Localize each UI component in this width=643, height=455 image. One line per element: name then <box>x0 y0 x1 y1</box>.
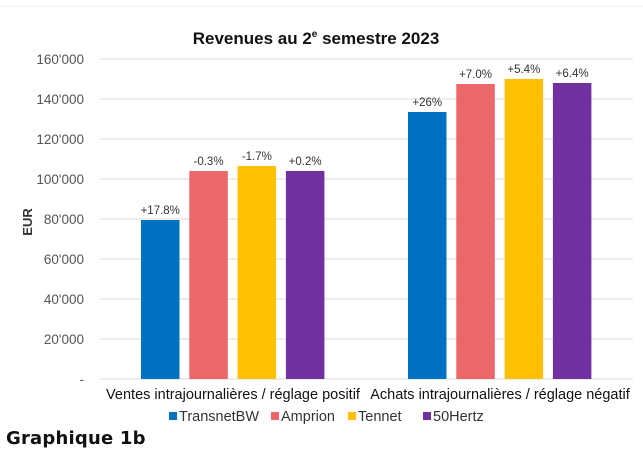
x-axis-categories: Ventes intrajournalières / réglage posit… <box>106 387 631 403</box>
y-tick-label: 80'000 <box>44 212 84 227</box>
legend-label: 50Hertz <box>433 409 484 425</box>
data-label: +5.4% <box>507 64 540 76</box>
legend-item-amprion[interactable]: Amprion <box>271 409 335 425</box>
legend-item-transnetbw[interactable]: TransnetBW <box>169 409 259 425</box>
data-label: +7.0% <box>459 69 492 81</box>
legend-swatch <box>423 412 431 420</box>
data-label: +6.4% <box>556 68 589 80</box>
y-axis-ticks: - 20'000 40'000 60'000 80'000 100'000 120'000 1… <box>36 52 84 387</box>
y-tick-label: 60'000 <box>44 252 84 267</box>
legend-label: Amprion <box>281 409 335 425</box>
y-tick-label: 40'000 <box>44 292 84 307</box>
data-label: +17.8% <box>141 205 180 217</box>
figure-caption: Graphique 1b <box>6 428 146 449</box>
legend-swatch <box>348 412 356 420</box>
y-tick-label: - <box>80 372 85 387</box>
y-tick-label: 100'000 <box>36 172 84 187</box>
data-label: +0.2% <box>289 156 322 168</box>
bar-50hertz <box>552 83 592 379</box>
bars <box>141 79 592 379</box>
bar-tennet <box>237 166 277 379</box>
y-tick-label: 160'000 <box>36 52 84 67</box>
gridlines <box>100 58 633 380</box>
legend-item-tennet[interactable]: Tennet <box>348 409 402 425</box>
data-label: -0.3% <box>194 156 224 168</box>
bar-transnetbw <box>408 112 447 379</box>
x-category-label: Ventes intrajournalières / réglage posit… <box>106 387 361 403</box>
data-label: -1.7% <box>242 151 272 163</box>
legend: TransnetBW Amprion Tennet 50Hertz <box>169 409 484 425</box>
bar-amprion <box>189 171 228 379</box>
legend-swatch <box>169 412 177 420</box>
y-tick-label: 20'000 <box>44 332 84 347</box>
bar-tennet <box>504 79 544 379</box>
bar-chart: Revenues au 2e semestre 2023 - 20'000 40'0… <box>20 29 633 425</box>
legend-label: Tennet <box>358 409 402 425</box>
bar-transnetbw <box>141 220 180 379</box>
bar-50hertz <box>285 171 325 379</box>
x-category-label: Achats intrajournalières / réglage négat… <box>370 387 631 403</box>
legend-label: TransnetBW <box>179 409 259 425</box>
chart-frame <box>0 6 643 427</box>
legend-item-50hertz[interactable]: 50Hertz <box>423 409 484 425</box>
y-axis-label: EUR <box>20 208 35 236</box>
data-label: +26% <box>412 97 442 109</box>
legend-swatch <box>271 412 279 420</box>
y-tick-label: 140'000 <box>36 92 84 107</box>
y-tick-label: 120'000 <box>36 132 84 147</box>
bar-amprion <box>456 84 495 379</box>
data-labels: +17.8% -0.3% -1.7% +0.2% +26% +7.0% +5.4% +6.4% <box>141 64 589 217</box>
chart-title: Revenues au 2e semestre 2023 <box>193 29 440 48</box>
